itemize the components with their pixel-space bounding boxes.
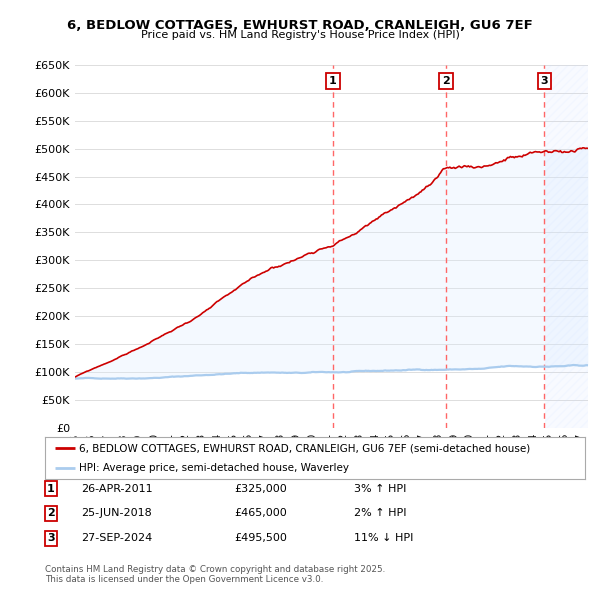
Text: 3% ↑ HPI: 3% ↑ HPI [354,484,406,493]
Text: 1: 1 [329,76,337,86]
Text: 6, BEDLOW COTTAGES, EWHURST ROAD, CRANLEIGH, GU6 7EF (semi-detached house): 6, BEDLOW COTTAGES, EWHURST ROAD, CRANLE… [79,443,530,453]
Text: £325,000: £325,000 [234,484,287,493]
Text: 3: 3 [47,533,55,543]
Text: Price paid vs. HM Land Registry's House Price Index (HPI): Price paid vs. HM Land Registry's House … [140,30,460,40]
Text: 1: 1 [47,484,55,493]
Text: 2% ↑ HPI: 2% ↑ HPI [354,509,407,518]
Text: Contains HM Land Registry data © Crown copyright and database right 2025.
This d: Contains HM Land Registry data © Crown c… [45,565,385,584]
Text: 3: 3 [541,76,548,86]
Text: HPI: Average price, semi-detached house, Waverley: HPI: Average price, semi-detached house,… [79,463,349,473]
Text: 2: 2 [442,76,449,86]
Text: £465,000: £465,000 [234,509,287,518]
Text: 6, BEDLOW COTTAGES, EWHURST ROAD, CRANLEIGH, GU6 7EF: 6, BEDLOW COTTAGES, EWHURST ROAD, CRANLE… [67,19,533,32]
Text: 27-SEP-2024: 27-SEP-2024 [81,533,152,543]
Text: £495,500: £495,500 [234,533,287,543]
Text: 2: 2 [47,509,55,518]
Text: 26-APR-2011: 26-APR-2011 [81,484,152,493]
Text: 11% ↓ HPI: 11% ↓ HPI [354,533,413,543]
Text: 25-JUN-2018: 25-JUN-2018 [81,509,152,518]
